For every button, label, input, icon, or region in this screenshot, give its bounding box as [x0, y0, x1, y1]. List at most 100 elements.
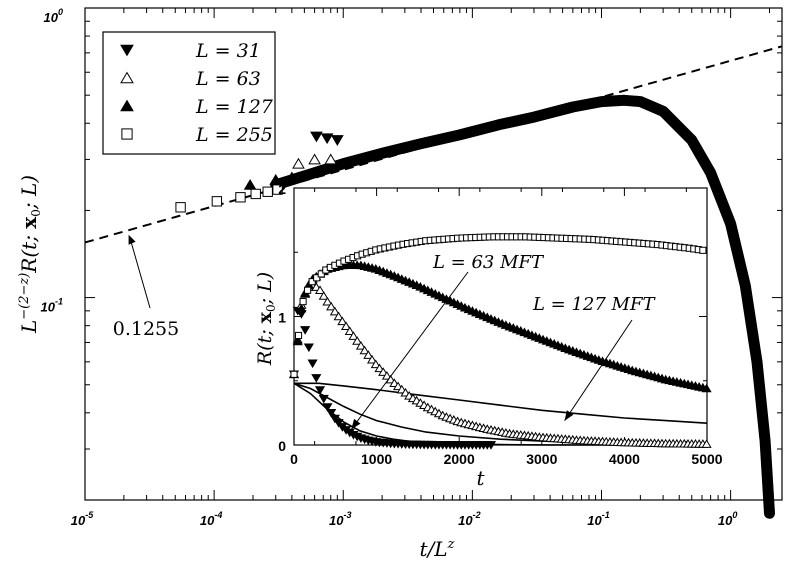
data-point: [310, 131, 323, 143]
inset-data-point: [352, 336, 363, 345]
inset-data-point: [701, 439, 712, 448]
inset-data-point: [359, 345, 370, 355]
inset-data-point: [294, 331, 303, 340]
data-point: [324, 153, 338, 165]
inset-data-point: [378, 367, 389, 376]
inset-x-tick-label: 2000: [444, 451, 475, 467]
data-point: [330, 135, 344, 146]
x-tick-exponent: -3: [343, 510, 351, 520]
inset-y-axis-label-x: x: [254, 311, 276, 323]
inset-data-point: [699, 246, 707, 254]
inset-data-point: [329, 414, 340, 424]
y-axis-label-x: x: [17, 216, 41, 229]
x-axis-label-exp: z: [447, 537, 455, 552]
legend-marker: [120, 44, 134, 57]
inset-data-point: [317, 270, 325, 278]
inset-y-axis-label: R(t; x0; L): [254, 272, 278, 366]
inset-data-point: [348, 331, 359, 340]
inset-y-axis-label-end: ; L): [254, 272, 276, 305]
inset-annotation-arrow-head: [351, 418, 361, 430]
legend-label: L = 31: [195, 40, 261, 62]
data-point: [211, 196, 223, 207]
legend-label: L = 255: [195, 124, 273, 146]
inset-data-point: [485, 441, 497, 450]
inset-data-point: [292, 336, 303, 346]
y-axis-label-exp: −(2−z): [17, 273, 32, 320]
data-point: [235, 192, 246, 203]
inset-y-tick-label: 1: [278, 310, 286, 326]
inset-x-axis-label: t: [476, 466, 485, 490]
inset-data-point: [344, 326, 355, 335]
inset-annotation-arrow-head: [564, 410, 574, 421]
legend-marker: [120, 71, 134, 84]
inset-data-point: [318, 291, 329, 300]
inset-x-tick-label: 5000: [691, 451, 722, 467]
data-point: [262, 186, 273, 197]
inset-x-tick-label: 0: [290, 451, 298, 467]
y-axis-label-body: R(t;: [17, 229, 41, 274]
inset-data-point: [326, 301, 337, 311]
inset-annotation-label: L = 127 MFT: [532, 294, 656, 315]
legend-marker: [121, 128, 133, 140]
annotation-arrow: [129, 236, 151, 309]
legend-label: L = 63: [195, 68, 261, 90]
inset-data-point: [374, 363, 385, 373]
inset-data-point: [701, 383, 712, 393]
x-tick-label: 10-2: [458, 510, 480, 528]
x-axis-label: t/Lz: [420, 537, 455, 561]
data-point: [292, 157, 305, 169]
annotation-label: 0.1255: [113, 318, 179, 340]
inset-data-point: [326, 409, 337, 418]
inset-annotation-arrow: [564, 319, 633, 422]
y-tick-exponent: 0: [58, 7, 63, 17]
y-tick-exponent: -1: [55, 297, 63, 307]
inset-data-point: [314, 386, 326, 395]
x-tick-label: 10-5: [71, 510, 94, 528]
inset-data-point: [307, 359, 318, 369]
data-point: [285, 171, 299, 183]
inset-y-tick-label: 2: [278, 181, 286, 197]
inset-x-tick-label: 1000: [361, 451, 392, 467]
inset-data-point: [296, 303, 307, 313]
inset-data-point: [363, 350, 374, 359]
x-tick-exponent: -1: [602, 510, 610, 520]
y-tick-label: 10-1: [41, 297, 63, 315]
inset-x-tick-label: 4000: [609, 451, 640, 467]
inset-data-point: [355, 341, 366, 350]
x-tick-label: 100: [718, 510, 737, 528]
data-point: [243, 178, 257, 190]
inset-data-point: [290, 370, 298, 378]
x-tick-label: 10-4: [200, 510, 222, 528]
inset-data-point: [370, 359, 381, 369]
inset-y-axis-label-sub: 0: [264, 304, 278, 312]
x-tick-exponent: -2: [473, 510, 481, 520]
x-tick-exponent: 0: [732, 510, 737, 520]
y-axis-label-sub: 0: [29, 209, 43, 217]
inset-data-point: [299, 298, 307, 306]
collapse-curve: [270, 94, 775, 519]
inset-data-point: [308, 278, 316, 286]
x-tick-label: 10-3: [329, 510, 351, 528]
data-point: [308, 153, 321, 165]
inset-data-point: [322, 296, 333, 306]
inset-data-point: [318, 394, 329, 404]
inset-data-point: [381, 371, 392, 380]
x-tick-exponent: -4: [214, 510, 222, 520]
inset-annotation-label: L = 63 MFT: [432, 252, 545, 273]
inset-data-point: [300, 326, 311, 335]
inset-data-point: [322, 403, 333, 412]
y-tick-label: 100: [44, 7, 63, 25]
main-plot: 10-5 10-4 10-3 10-2 10-1 10010-1100t/LzL−(2−z…: [17, 7, 783, 561]
inset-frame: [293, 187, 708, 446]
inset-data-point: [311, 374, 322, 383]
data-point: [320, 133, 334, 145]
inset-x-tick-label: 3000: [526, 451, 557, 467]
legend-label: L = 127: [195, 96, 274, 118]
inset-data-point: [303, 343, 314, 353]
inset-data-point: [329, 306, 340, 316]
y-axis-label: L−(2−z)R(t; x0; L): [17, 175, 43, 334]
data-point: [269, 173, 283, 185]
legend: L = 31 L = 63 L = 127 L = 255: [102, 31, 276, 155]
